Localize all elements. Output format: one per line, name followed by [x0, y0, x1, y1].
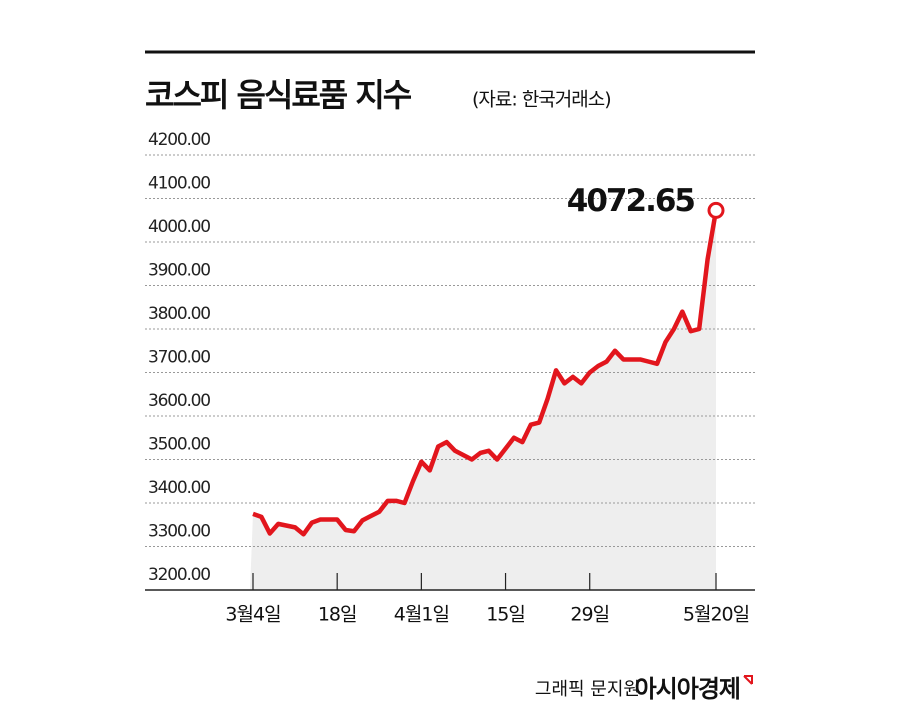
y-tick-label: 3800.00 [148, 304, 210, 324]
area [250, 210, 716, 590]
publisher: 아시아경제 [635, 675, 740, 703]
x-tick-label: 5월20일 [683, 604, 749, 626]
y-tick-label: 4100.00 [148, 174, 210, 194]
x-tick-label: 18일 [318, 604, 357, 626]
y-tick-label: 3600.00 [148, 391, 210, 411]
credit: 그래픽 문지원 [535, 679, 640, 700]
line [252, 210, 719, 537]
logo-mark [743, 675, 753, 685]
chart-subtitle: (자료: 한국거래소) [472, 89, 611, 111]
end-marker [707, 201, 725, 219]
x-tick-label: 29일 [570, 604, 609, 626]
plot: 3200.00 3300.00 3400.00 3500.00 3600.00 3700.… [145, 130, 755, 626]
y-tick-label: 3200.00 [148, 565, 210, 585]
y-tick-label: 3900.00 [148, 261, 210, 281]
y-tick-label: 3700.00 [148, 348, 210, 368]
x-tick-label: 4월1일 [394, 604, 449, 626]
x-tick-label: 15일 [486, 604, 525, 626]
y-tick-label: 4000.00 [148, 217, 210, 237]
chart-title: 코스피 음식료품 지수 [145, 76, 412, 114]
x-tick-label: 3월4일 [225, 604, 280, 626]
y-tick-label: 3500.00 [148, 435, 210, 455]
value-label: 4072.65 [567, 183, 695, 219]
y-tick-label: 3400.00 [148, 478, 210, 498]
y-tick-label: 4200.00 [148, 130, 210, 150]
y-tick-label: 3300.00 [148, 522, 210, 542]
